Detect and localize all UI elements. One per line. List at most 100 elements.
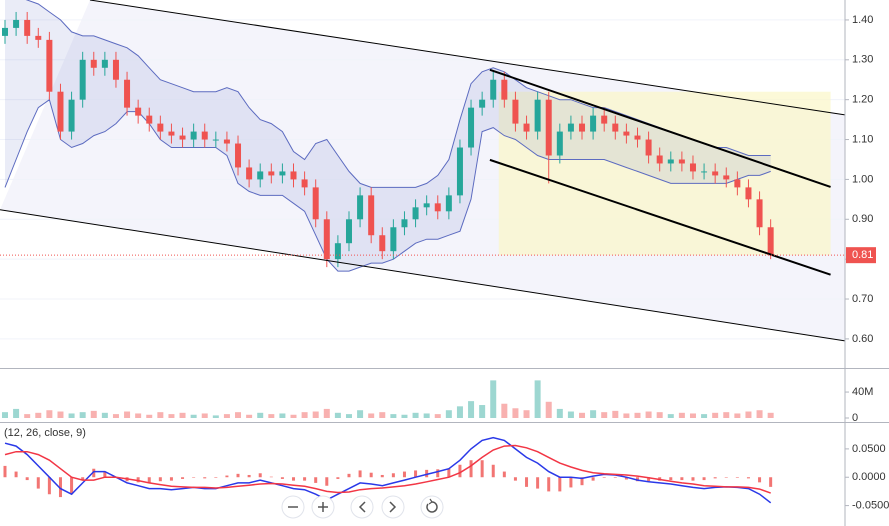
candle-body — [645, 139, 652, 156]
candle-body — [512, 99, 519, 124]
histogram-bar — [47, 477, 51, 495]
candle-body — [112, 59, 119, 80]
candle-body — [323, 219, 330, 260]
scroll-right-button[interactable] — [381, 495, 405, 519]
histogram-bar — [336, 477, 340, 479]
candle-body — [357, 195, 364, 220]
y-tick-label: 1.40 — [852, 14, 873, 26]
volume-bar — [57, 411, 64, 418]
candle-body — [712, 171, 719, 176]
histogram-bar — [292, 477, 296, 481]
zoom-out-button[interactable] — [281, 495, 305, 519]
candle-body — [756, 199, 763, 228]
scroll-left-button[interactable] — [350, 495, 374, 519]
histogram-bar — [513, 477, 517, 481]
histogram-bar — [58, 477, 62, 498]
histogram-bar — [525, 477, 529, 487]
volume-bar — [434, 414, 441, 418]
candle-body — [35, 35, 42, 40]
histogram-bar — [491, 464, 495, 478]
histogram-bar — [169, 477, 173, 481]
candle-body — [456, 147, 463, 196]
y-tick-label: 1.20 — [852, 94, 873, 106]
volume-bar — [745, 411, 752, 418]
histogram-bar — [669, 477, 673, 481]
reset-button[interactable] — [420, 495, 444, 519]
histogram-bar — [447, 468, 451, 478]
candle-body — [301, 179, 308, 188]
histogram-bar — [469, 460, 473, 478]
histogram-bar — [236, 473, 240, 478]
histogram-bar — [14, 471, 18, 478]
volume-bar — [257, 412, 264, 418]
volume-bar — [723, 412, 730, 418]
last-price-label: 0.81 — [852, 249, 873, 261]
volume-bar — [667, 414, 674, 418]
histogram-bar — [558, 477, 562, 492]
candle-body — [734, 179, 741, 188]
candle-body — [523, 123, 530, 132]
histogram-bar — [769, 477, 773, 487]
histogram-bar — [746, 477, 750, 479]
histogram-bar — [214, 477, 218, 478]
volume-bar — [1, 412, 8, 418]
volume-bar — [323, 408, 330, 418]
histogram-bar — [70, 477, 74, 495]
highlight-rectangle — [498, 91, 831, 256]
histogram-bar — [347, 473, 351, 478]
candle-body — [590, 115, 597, 132]
y-tick-label: 0.70 — [852, 293, 873, 305]
histogram-bar — [402, 471, 406, 478]
volume-bar — [567, 411, 574, 418]
toolbar — [281, 495, 444, 519]
y-tick-label: 0 — [852, 412, 858, 424]
histogram-bar — [369, 472, 373, 478]
volume-bar — [401, 414, 408, 418]
candle-body — [567, 123, 574, 132]
candle-body — [390, 227, 397, 252]
histogram-bar — [391, 473, 395, 478]
zoom-in-button[interactable] — [311, 495, 335, 519]
histogram-bar — [580, 477, 584, 486]
histogram-bar — [591, 477, 595, 481]
volume-bar — [534, 380, 541, 418]
candle-body — [479, 99, 486, 108]
histogram-bar — [724, 477, 728, 478]
volume-bar — [68, 413, 75, 418]
histogram-bar — [758, 477, 762, 483]
volume-bar — [556, 408, 563, 418]
volume-bar — [412, 412, 419, 418]
volume-bar — [35, 412, 42, 418]
plot-area — [0, 0, 846, 504]
trend-line — [89, 0, 846, 116]
histogram-bar — [602, 477, 606, 478]
y-tick-label: 0.0000 — [852, 471, 886, 483]
histogram-bar — [536, 477, 540, 489]
candle-body — [401, 219, 408, 228]
histogram-bar — [647, 477, 651, 482]
candle-body — [501, 79, 508, 100]
candle-body — [290, 171, 297, 180]
candle-body — [13, 19, 20, 28]
volume-bar — [46, 410, 53, 418]
volume-bar — [468, 401, 475, 418]
volume-bar — [79, 412, 86, 418]
volume-bar — [579, 412, 586, 418]
volume-bar — [112, 414, 119, 418]
candle-body — [257, 171, 264, 180]
candle-body — [423, 203, 430, 208]
histogram-bar — [81, 477, 85, 481]
volume-bar — [379, 412, 386, 418]
y-tick-label: 0.60 — [852, 333, 873, 345]
candle-body — [101, 59, 108, 68]
candle-body — [445, 195, 452, 212]
candle-body — [235, 143, 242, 168]
candle-body — [179, 135, 186, 140]
y-tick-label: 40M — [852, 386, 873, 398]
candle-body — [46, 39, 53, 92]
histogram-bar — [192, 477, 196, 478]
volume-bar — [678, 412, 685, 418]
indicator-legend: (12, 26, close, 9) — [4, 427, 86, 439]
candle-body — [24, 19, 31, 36]
